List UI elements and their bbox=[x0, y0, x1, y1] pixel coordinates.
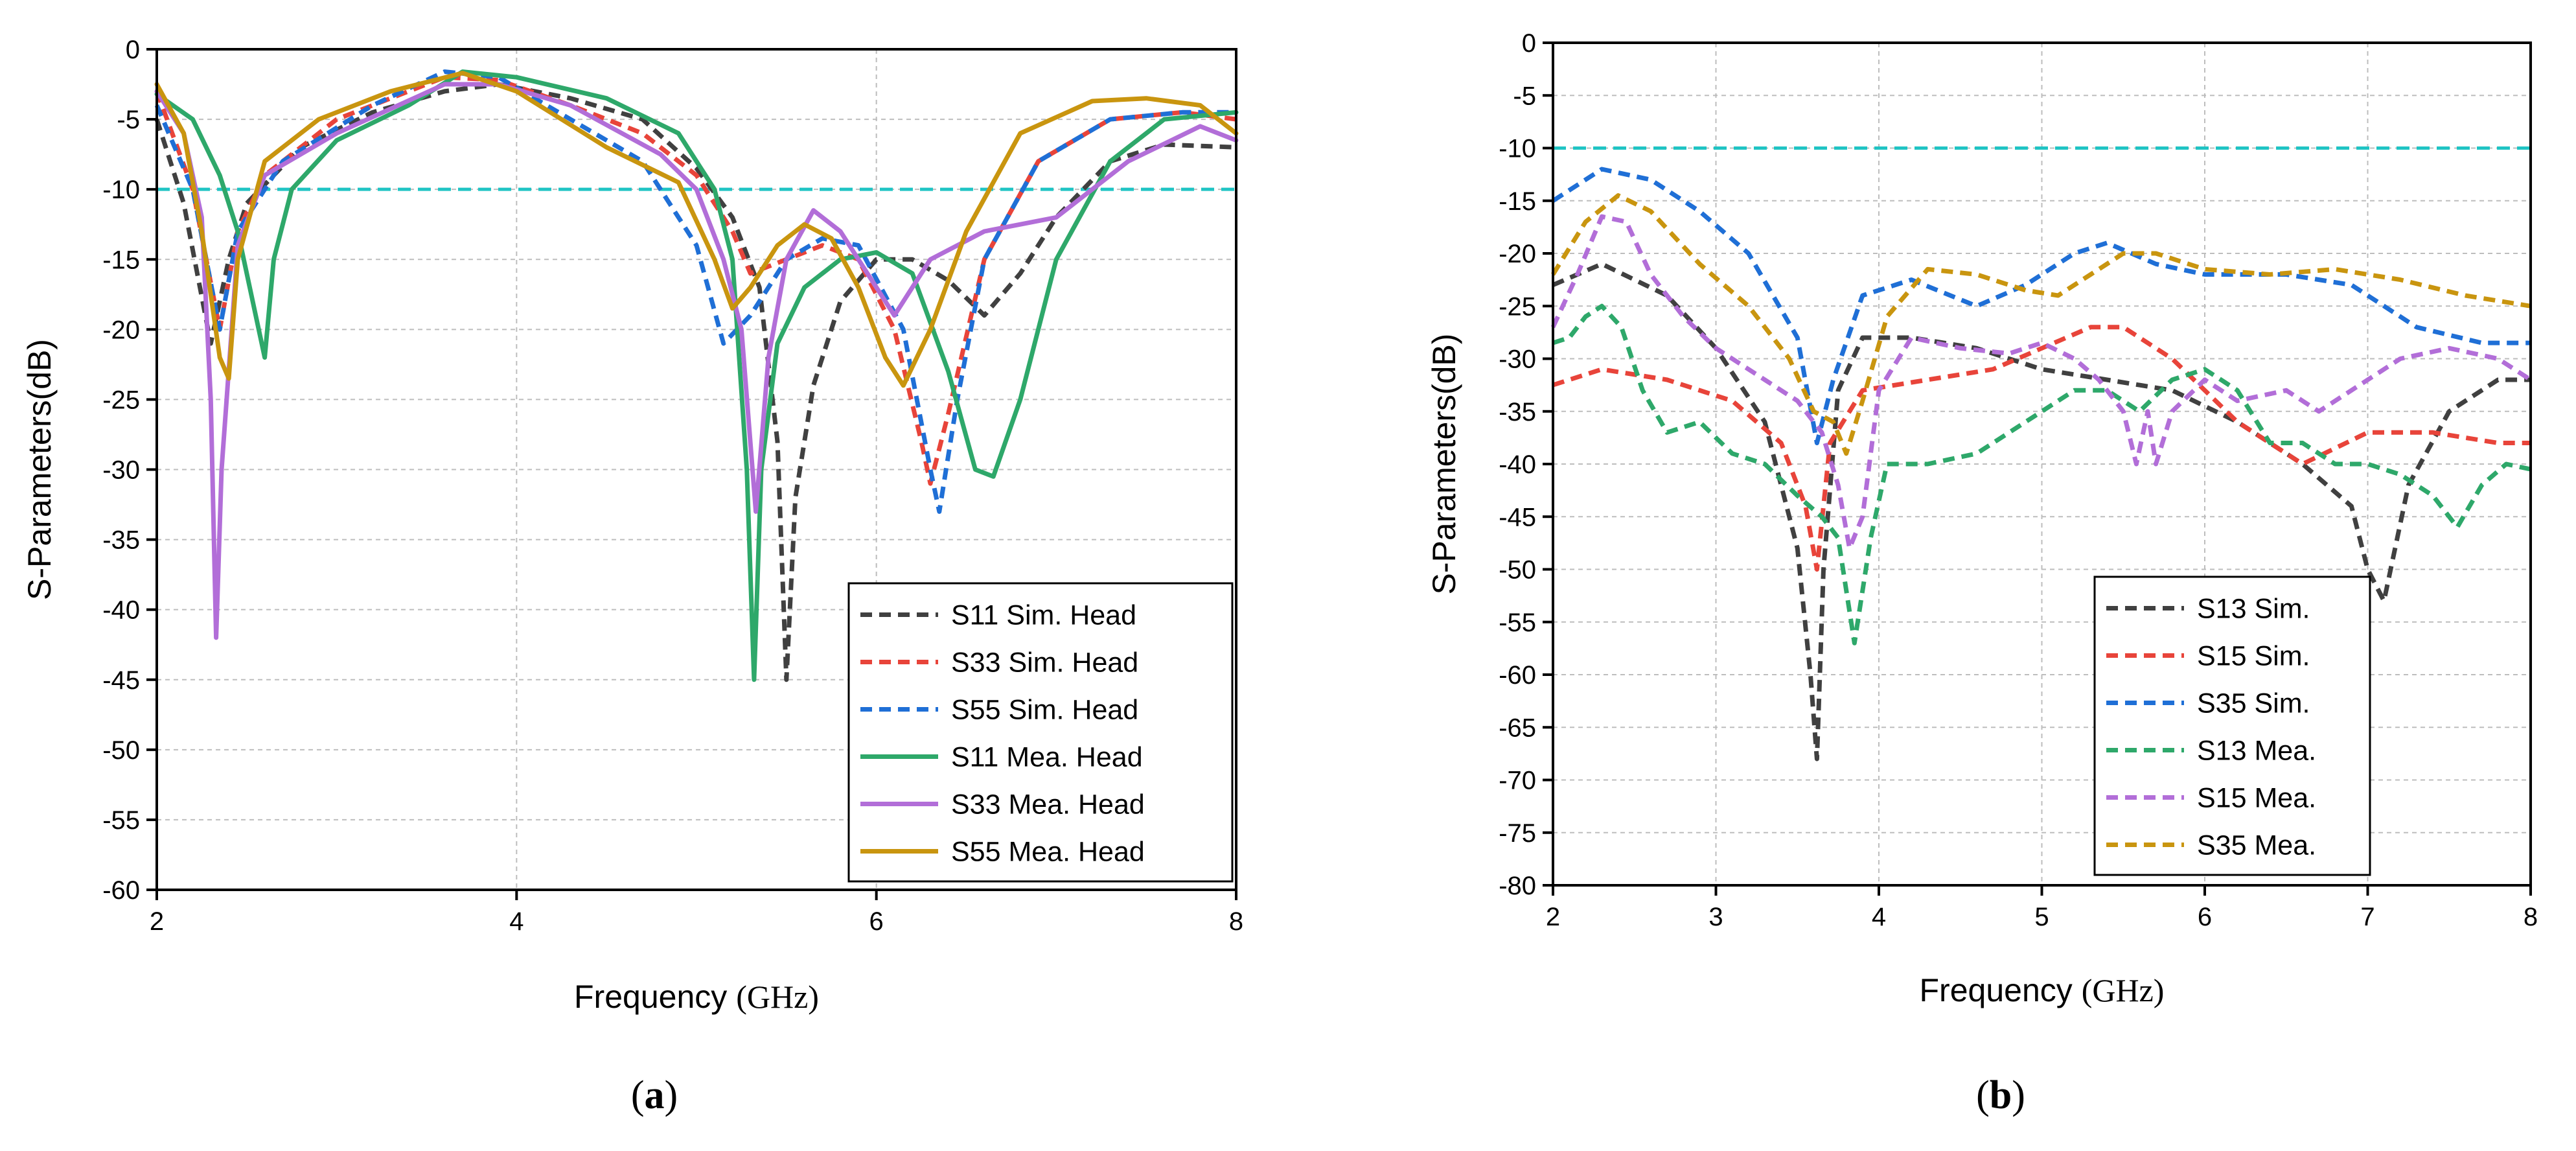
y-tick-label: -5 bbox=[117, 106, 140, 134]
series-line-s55-sim-head bbox=[154, 69, 1236, 514]
legend-label: S13 Sim. bbox=[2197, 594, 2310, 625]
y-tick-label: -45 bbox=[102, 666, 140, 695]
y-tick-label: -35 bbox=[1499, 398, 1536, 426]
legend-label: S55 Mea. Head bbox=[951, 837, 1145, 868]
y-tick-label: -40 bbox=[102, 596, 140, 625]
panel-a-legend: S11 Sim. Head S33 Sim. Head S55 Sim. Head S… bbox=[847, 582, 1234, 883]
x-tick-label: 6 bbox=[2198, 903, 2212, 931]
panel-b-xlabel: Frequency bbox=[1920, 972, 2073, 1008]
y-tick-label: -60 bbox=[102, 876, 140, 905]
y-tick-label: -50 bbox=[102, 736, 140, 765]
series-line-s13-mea bbox=[1552, 303, 2531, 645]
panel-a-x-tick-labels: 2 4 6 8 bbox=[150, 907, 1243, 936]
x-tick-label: 2 bbox=[150, 907, 164, 936]
y-tick-label: -30 bbox=[102, 456, 140, 485]
panel-a-y-ticks bbox=[146, 48, 157, 891]
panel-b-x-ticks bbox=[1552, 885, 2532, 896]
panel-a-tag: (a) bbox=[631, 1073, 678, 1117]
y-tick-label: -20 bbox=[1499, 240, 1536, 268]
panel-b: 2 3 4 5 6 7 8 0 -5 -10 -15 -20 -25 -30 -35 -40 -45 -50 -5… bbox=[1426, 29, 2538, 1117]
y-tick-label: -20 bbox=[102, 316, 140, 344]
y-tick-label: -55 bbox=[102, 806, 140, 835]
x-tick-label: 8 bbox=[1229, 907, 1243, 936]
y-tick-label: -70 bbox=[1499, 767, 1536, 795]
legend-label: S33 Sim. Head bbox=[951, 647, 1138, 679]
panel-a-x-ticks bbox=[155, 890, 1237, 900]
y-tick-label: -30 bbox=[1499, 345, 1536, 374]
x-tick-label: 8 bbox=[2524, 903, 2538, 931]
panel-a-xunit: (GHz) bbox=[736, 979, 819, 1015]
panel-a-tag-letter: a bbox=[645, 1073, 665, 1117]
legend-box bbox=[2093, 576, 2371, 876]
panel-b-grid bbox=[1553, 43, 2531, 885]
panel-b-tag-letter: b bbox=[1990, 1073, 2012, 1117]
series-line-s55-mea-head bbox=[154, 71, 1239, 388]
y-tick-label: -65 bbox=[1499, 714, 1536, 742]
legend-box bbox=[847, 582, 1234, 883]
legend-label: S15 Sim. bbox=[2197, 641, 2310, 672]
y-tick-label: -25 bbox=[1499, 292, 1536, 321]
legend-label: S11 Mea. Head bbox=[951, 742, 1143, 773]
y-tick-label: -50 bbox=[1499, 556, 1536, 585]
legend-label: S35 Mea. bbox=[2197, 830, 2316, 861]
legend-label: S11 Sim. Head bbox=[951, 600, 1136, 631]
y-tick-label: -55 bbox=[1499, 609, 1536, 637]
series-line-s15-mea bbox=[1550, 214, 2532, 551]
x-tick-label: 5 bbox=[2034, 903, 2049, 931]
y-tick-label: -5 bbox=[1513, 82, 1536, 110]
panel-b-y-tick-labels: 0 -5 -10 -15 -20 -25 -30 -35 -40 -45 -50 -55 -60 -65 -… bbox=[1499, 29, 1536, 900]
y-tick-label: -15 bbox=[1499, 187, 1536, 216]
series-line-s35-sim bbox=[1552, 167, 2531, 445]
series-line-s11-mea-head bbox=[154, 69, 1239, 682]
series-line-s15-sim bbox=[1552, 325, 2531, 572]
y-tick-label: -15 bbox=[102, 246, 140, 274]
legend-label: S33 Mea. Head bbox=[951, 789, 1145, 820]
series-line-s33-sim-head bbox=[154, 75, 1237, 486]
y-tick-label: 0 bbox=[1522, 29, 1536, 58]
panel-a-grid bbox=[157, 49, 1236, 890]
panel-b-x-tick-labels: 2 3 4 5 6 7 8 bbox=[1546, 903, 2538, 931]
y-tick-label: -40 bbox=[1499, 450, 1536, 479]
x-tick-label: 4 bbox=[1872, 903, 1886, 931]
panel-b-tag: (b) bbox=[1976, 1073, 2025, 1117]
panel-b-y-axis-title: S-Parameters(dB) bbox=[1426, 334, 1462, 595]
y-tick-label: -80 bbox=[1499, 872, 1536, 900]
legend-label: S55 Sim. Head bbox=[951, 695, 1138, 726]
x-tick-label: 4 bbox=[509, 907, 523, 936]
panel-a-x-axis-title: Frequency (GHz) bbox=[574, 979, 819, 1015]
x-tick-label: 7 bbox=[2360, 903, 2375, 931]
y-tick-label: -10 bbox=[102, 176, 140, 204]
panel-a-y-tick-labels: 0 -5 -10 -15 -20 -25 -30 -35 -40 -45 -50 -55 -60 bbox=[102, 36, 140, 905]
y-tick-label: -10 bbox=[1499, 135, 1536, 163]
legend-label: S35 Sim. bbox=[2197, 688, 2310, 719]
y-tick-label: -35 bbox=[102, 526, 140, 555]
legend-label: S13 Mea. bbox=[2197, 736, 2316, 767]
panel-b-legend: S13 Sim. S15 Sim. S35 Sim. S13 Mea. S15 Mea.… bbox=[2093, 576, 2371, 876]
y-tick-label: -75 bbox=[1499, 819, 1536, 848]
y-tick-label: 0 bbox=[126, 36, 140, 64]
x-tick-label: 3 bbox=[1708, 903, 1723, 931]
panel-a-y-axis-title: S-Parameters(dB) bbox=[21, 339, 58, 600]
y-tick-label: -60 bbox=[1499, 661, 1536, 690]
y-tick-label: -45 bbox=[1499, 503, 1536, 531]
panel-b-y-ticks bbox=[1543, 41, 1553, 887]
y-tick-label: -25 bbox=[102, 386, 140, 414]
series-line-s33-mea-head bbox=[154, 82, 1239, 640]
panel-b-xunit: (GHz) bbox=[2082, 972, 2165, 1008]
legend-label: S15 Mea. bbox=[2197, 783, 2316, 814]
panel-a: 2 4 6 8 0 -5 -10 -15 -20 -25 -30 -35 -40 -45 -50 -55 -6… bbox=[21, 36, 1243, 1117]
series-line-s35-mea bbox=[1551, 193, 2531, 456]
panel-b-x-axis-title: Frequency (GHz) bbox=[1920, 972, 2165, 1008]
x-tick-label: 6 bbox=[869, 907, 884, 936]
panel-b-series-layer bbox=[1550, 167, 2532, 762]
x-tick-label: 2 bbox=[1546, 903, 1560, 931]
panel-a-xlabel: Frequency bbox=[574, 979, 727, 1015]
panel-a-series-layer bbox=[154, 69, 1239, 682]
